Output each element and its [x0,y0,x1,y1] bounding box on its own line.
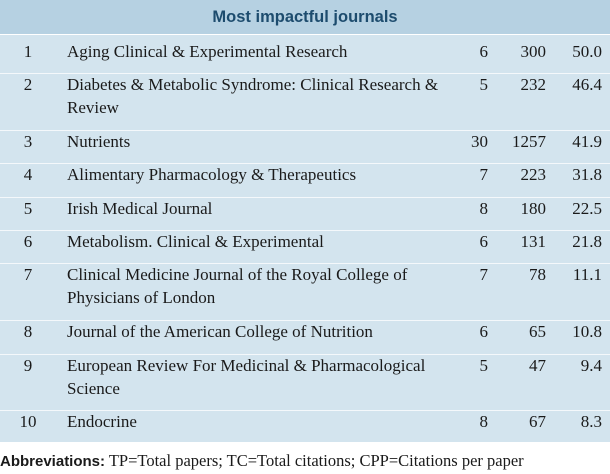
cell-tp: 5 [479,356,489,375]
cell-tp: 7 [479,165,489,184]
cell-tc: 65 [529,322,546,341]
table-row: 6 Metabolism. Clinical & Experimental 6 131… [0,230,610,264]
cell-journal: Journal of the American College of Nutri… [67,322,373,341]
cell-journal: Aging Clinical & Experimental Research [67,42,348,61]
table-row: 2 Diabetes & Metabolic Syndrome: Clinical… [0,73,610,131]
cell-tp: 6 [479,42,489,61]
footnote-label: Abbreviations: [0,453,106,470]
table-title: Most impactful journals [0,0,610,35]
cell-tc: 78 [529,265,546,284]
table-row: 8 Journal of the American College of Nutr… [0,320,610,355]
cell-journal: Metabolism. Clinical & Experimental [67,232,324,251]
cell-journal: Irish Medical Journal [67,199,213,218]
cell-tc: 131 [520,232,547,251]
cell-journal: Endocrine [67,412,137,431]
journals-table: Most impactful journals 1 Aging Clinical … [0,0,610,442]
cell-cpp: 8.3 [580,412,602,431]
cell-journal: European Review For Medicinal & Pharmaco… [67,356,426,398]
table-row: 5 Irish Medical Journal 8 180 22.5 [0,197,610,231]
footnote-text: TP=Total papers; TC=Total citations; CPP… [105,451,524,470]
cell-tc: 300 [520,42,547,61]
cell-cpp: 41.9 [572,132,602,151]
cell-tc: 180 [520,199,547,218]
cell-tc: 1257 [512,132,546,151]
cell-tc: 223 [520,165,547,184]
cell-rank: 1 [23,42,33,61]
table-row: 10 Endocrine 8 67 8.3 [0,410,610,442]
cell-tp: 5 [479,75,489,94]
table-row: 1 Aging Clinical & Experimental Research 6… [0,40,610,74]
cell-rank: 2 [23,75,33,94]
cell-tp: 30 [471,132,488,151]
cell-tp: 7 [479,265,489,284]
cell-cpp: 46.4 [572,75,602,94]
cell-journal: Alimentary Pharmacology & Therapeutics [67,165,357,184]
cell-journal: Diabetes & Metabolic Syndrome: Clinical … [67,75,439,117]
cell-rank: 6 [23,232,33,251]
cell-cpp: 9.4 [580,356,602,375]
table-row: 3 Nutrients 30 1257 41.9 [0,130,610,164]
cell-rank: 10 [19,412,37,431]
cell-tc: 232 [520,75,547,94]
cell-tp: 8 [479,199,489,218]
cell-tc: 47 [529,356,546,375]
abbreviations-footnote: Abbreviations: TP=Total papers; TC=Total… [0,451,524,471]
cell-cpp: 31.8 [572,165,602,184]
cell-tp: 6 [479,232,489,251]
table-row: 7 Clinical Medicine Journal of the Royal … [0,263,610,321]
cell-cpp: 50.0 [572,42,602,61]
cell-rank: 3 [23,132,33,151]
table-row: 9 European Review For Medicinal & Pharmac… [0,354,610,411]
cell-rank: 7 [23,265,33,284]
cell-rank: 4 [23,165,33,184]
cell-tp: 6 [479,322,489,341]
cell-cpp: 10.8 [572,322,602,341]
cell-cpp: 22.5 [572,199,602,218]
cell-journal: Nutrients [67,132,131,151]
cell-tp: 8 [479,412,489,431]
cell-cpp: 21.8 [572,232,602,251]
cell-tc: 67 [529,412,546,431]
cell-journal: Clinical Medicine Journal of the Royal C… [67,265,408,307]
cell-rank: 8 [23,322,33,341]
cell-rank: 5 [23,199,33,218]
cell-rank: 9 [23,356,33,375]
table-row: 4 Alimentary Pharmacology & Therapeutics 7… [0,163,610,198]
cell-cpp: 11.1 [572,265,602,284]
